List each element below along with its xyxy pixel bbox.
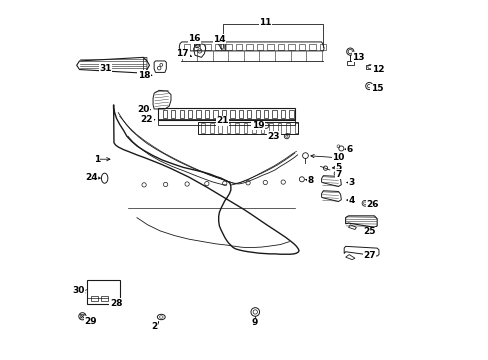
Bar — [220, 44, 223, 48]
Bar — [201, 123, 204, 133]
Text: 20: 20 — [137, 105, 149, 114]
Text: 13: 13 — [351, 53, 364, 62]
Bar — [236, 44, 242, 50]
Text: 26: 26 — [366, 200, 378, 209]
Text: 29: 29 — [84, 317, 97, 326]
Bar — [252, 123, 255, 133]
Bar — [188, 110, 192, 118]
Text: 4: 4 — [347, 195, 354, 204]
Text: 10: 10 — [331, 153, 344, 162]
Bar — [246, 110, 251, 118]
Bar — [218, 123, 222, 133]
Bar — [198, 122, 298, 134]
Text: 22: 22 — [141, 115, 153, 124]
Bar — [87, 280, 120, 304]
Bar — [288, 44, 294, 50]
Bar — [256, 44, 263, 50]
Text: 6: 6 — [346, 145, 352, 154]
Bar — [267, 44, 273, 50]
Text: 21: 21 — [216, 116, 228, 125]
Bar — [264, 110, 268, 118]
Bar — [226, 123, 230, 133]
Bar — [209, 123, 213, 133]
Text: 9: 9 — [251, 318, 257, 327]
Bar — [183, 44, 190, 50]
Text: 28: 28 — [110, 298, 122, 307]
Text: 2: 2 — [151, 322, 157, 331]
Bar — [244, 123, 247, 133]
Bar — [319, 44, 325, 50]
Bar — [269, 123, 272, 133]
Text: 15: 15 — [370, 84, 383, 93]
Bar — [163, 110, 167, 118]
Bar — [272, 110, 276, 118]
Bar — [238, 110, 243, 118]
Bar — [366, 64, 373, 69]
Text: 16: 16 — [188, 34, 200, 43]
Text: 8: 8 — [307, 176, 313, 185]
Bar — [285, 123, 289, 133]
Bar — [194, 44, 200, 50]
Text: 25: 25 — [362, 228, 375, 237]
Bar — [222, 110, 225, 118]
Text: 7: 7 — [335, 170, 341, 179]
Text: 18: 18 — [138, 71, 150, 80]
Bar — [215, 44, 221, 50]
Bar — [171, 110, 175, 118]
Text: 1: 1 — [93, 155, 100, 164]
Bar — [213, 110, 217, 118]
Bar — [158, 108, 294, 120]
Text: 24: 24 — [85, 174, 98, 183]
Bar — [204, 44, 210, 50]
Text: 19: 19 — [251, 121, 264, 130]
Text: 11: 11 — [259, 18, 271, 27]
Text: 14: 14 — [213, 35, 225, 44]
Text: 31: 31 — [99, 64, 111, 73]
Bar — [346, 61, 353, 65]
Bar — [294, 123, 298, 133]
Bar — [204, 110, 209, 118]
Bar — [179, 110, 183, 118]
Text: 5: 5 — [335, 163, 341, 172]
Bar — [91, 296, 98, 301]
Bar — [246, 44, 252, 50]
Bar — [280, 110, 285, 118]
Text: 30: 30 — [73, 286, 85, 295]
Bar — [196, 110, 201, 118]
Bar — [225, 44, 231, 50]
Bar — [230, 110, 234, 118]
Text: 27: 27 — [362, 251, 375, 260]
Text: 23: 23 — [267, 132, 280, 141]
Bar — [235, 123, 239, 133]
Text: 3: 3 — [347, 178, 354, 187]
Bar — [101, 296, 108, 301]
Bar — [277, 44, 284, 50]
Bar — [260, 123, 264, 133]
Bar — [158, 120, 294, 125]
Bar — [309, 44, 315, 50]
Bar — [277, 123, 281, 133]
Bar — [289, 110, 293, 118]
Text: 12: 12 — [371, 65, 384, 74]
Bar — [298, 44, 305, 50]
Text: 17: 17 — [176, 49, 189, 58]
Bar — [255, 110, 259, 118]
